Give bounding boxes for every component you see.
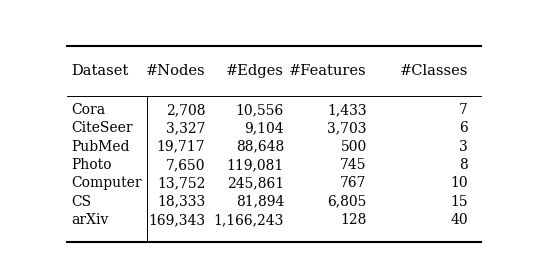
Text: arXiv: arXiv xyxy=(71,213,108,227)
Text: 19,717: 19,717 xyxy=(157,139,206,154)
Text: 119,081: 119,081 xyxy=(227,158,284,172)
Text: Computer: Computer xyxy=(71,176,142,190)
Text: 15: 15 xyxy=(451,195,468,209)
Text: 3,327: 3,327 xyxy=(166,121,206,135)
Text: Cora: Cora xyxy=(71,103,105,117)
Text: 8: 8 xyxy=(459,158,468,172)
Text: 18,333: 18,333 xyxy=(157,195,206,209)
Text: 3,703: 3,703 xyxy=(327,121,367,135)
Text: 1,166,243: 1,166,243 xyxy=(214,213,284,227)
Text: 767: 767 xyxy=(340,176,367,190)
Text: Photo: Photo xyxy=(71,158,112,172)
Text: 2,708: 2,708 xyxy=(166,103,206,117)
Text: Dataset: Dataset xyxy=(71,64,128,78)
Text: CiteSeer: CiteSeer xyxy=(71,121,132,135)
Text: 1,433: 1,433 xyxy=(327,103,367,117)
Text: 88,648: 88,648 xyxy=(236,139,284,154)
Text: 7,650: 7,650 xyxy=(166,158,206,172)
Text: 500: 500 xyxy=(341,139,367,154)
Text: 128: 128 xyxy=(340,213,367,227)
Text: 169,343: 169,343 xyxy=(148,213,206,227)
Text: 10,556: 10,556 xyxy=(236,103,284,117)
Text: 10: 10 xyxy=(451,176,468,190)
Text: 13,752: 13,752 xyxy=(157,176,206,190)
Text: #Classes: #Classes xyxy=(400,64,468,78)
Text: 81,894: 81,894 xyxy=(235,195,284,209)
Text: 745: 745 xyxy=(340,158,367,172)
Text: 3: 3 xyxy=(459,139,468,154)
Text: #Features: #Features xyxy=(289,64,367,78)
Text: PubMed: PubMed xyxy=(71,139,129,154)
Text: CS: CS xyxy=(71,195,91,209)
Text: 6,805: 6,805 xyxy=(327,195,367,209)
Text: 9,104: 9,104 xyxy=(245,121,284,135)
Text: #Nodes: #Nodes xyxy=(146,64,206,78)
Text: 40: 40 xyxy=(451,213,468,227)
Text: 6: 6 xyxy=(459,121,468,135)
Text: #Edges: #Edges xyxy=(226,64,284,78)
Text: 245,861: 245,861 xyxy=(227,176,284,190)
Text: 7: 7 xyxy=(459,103,468,117)
